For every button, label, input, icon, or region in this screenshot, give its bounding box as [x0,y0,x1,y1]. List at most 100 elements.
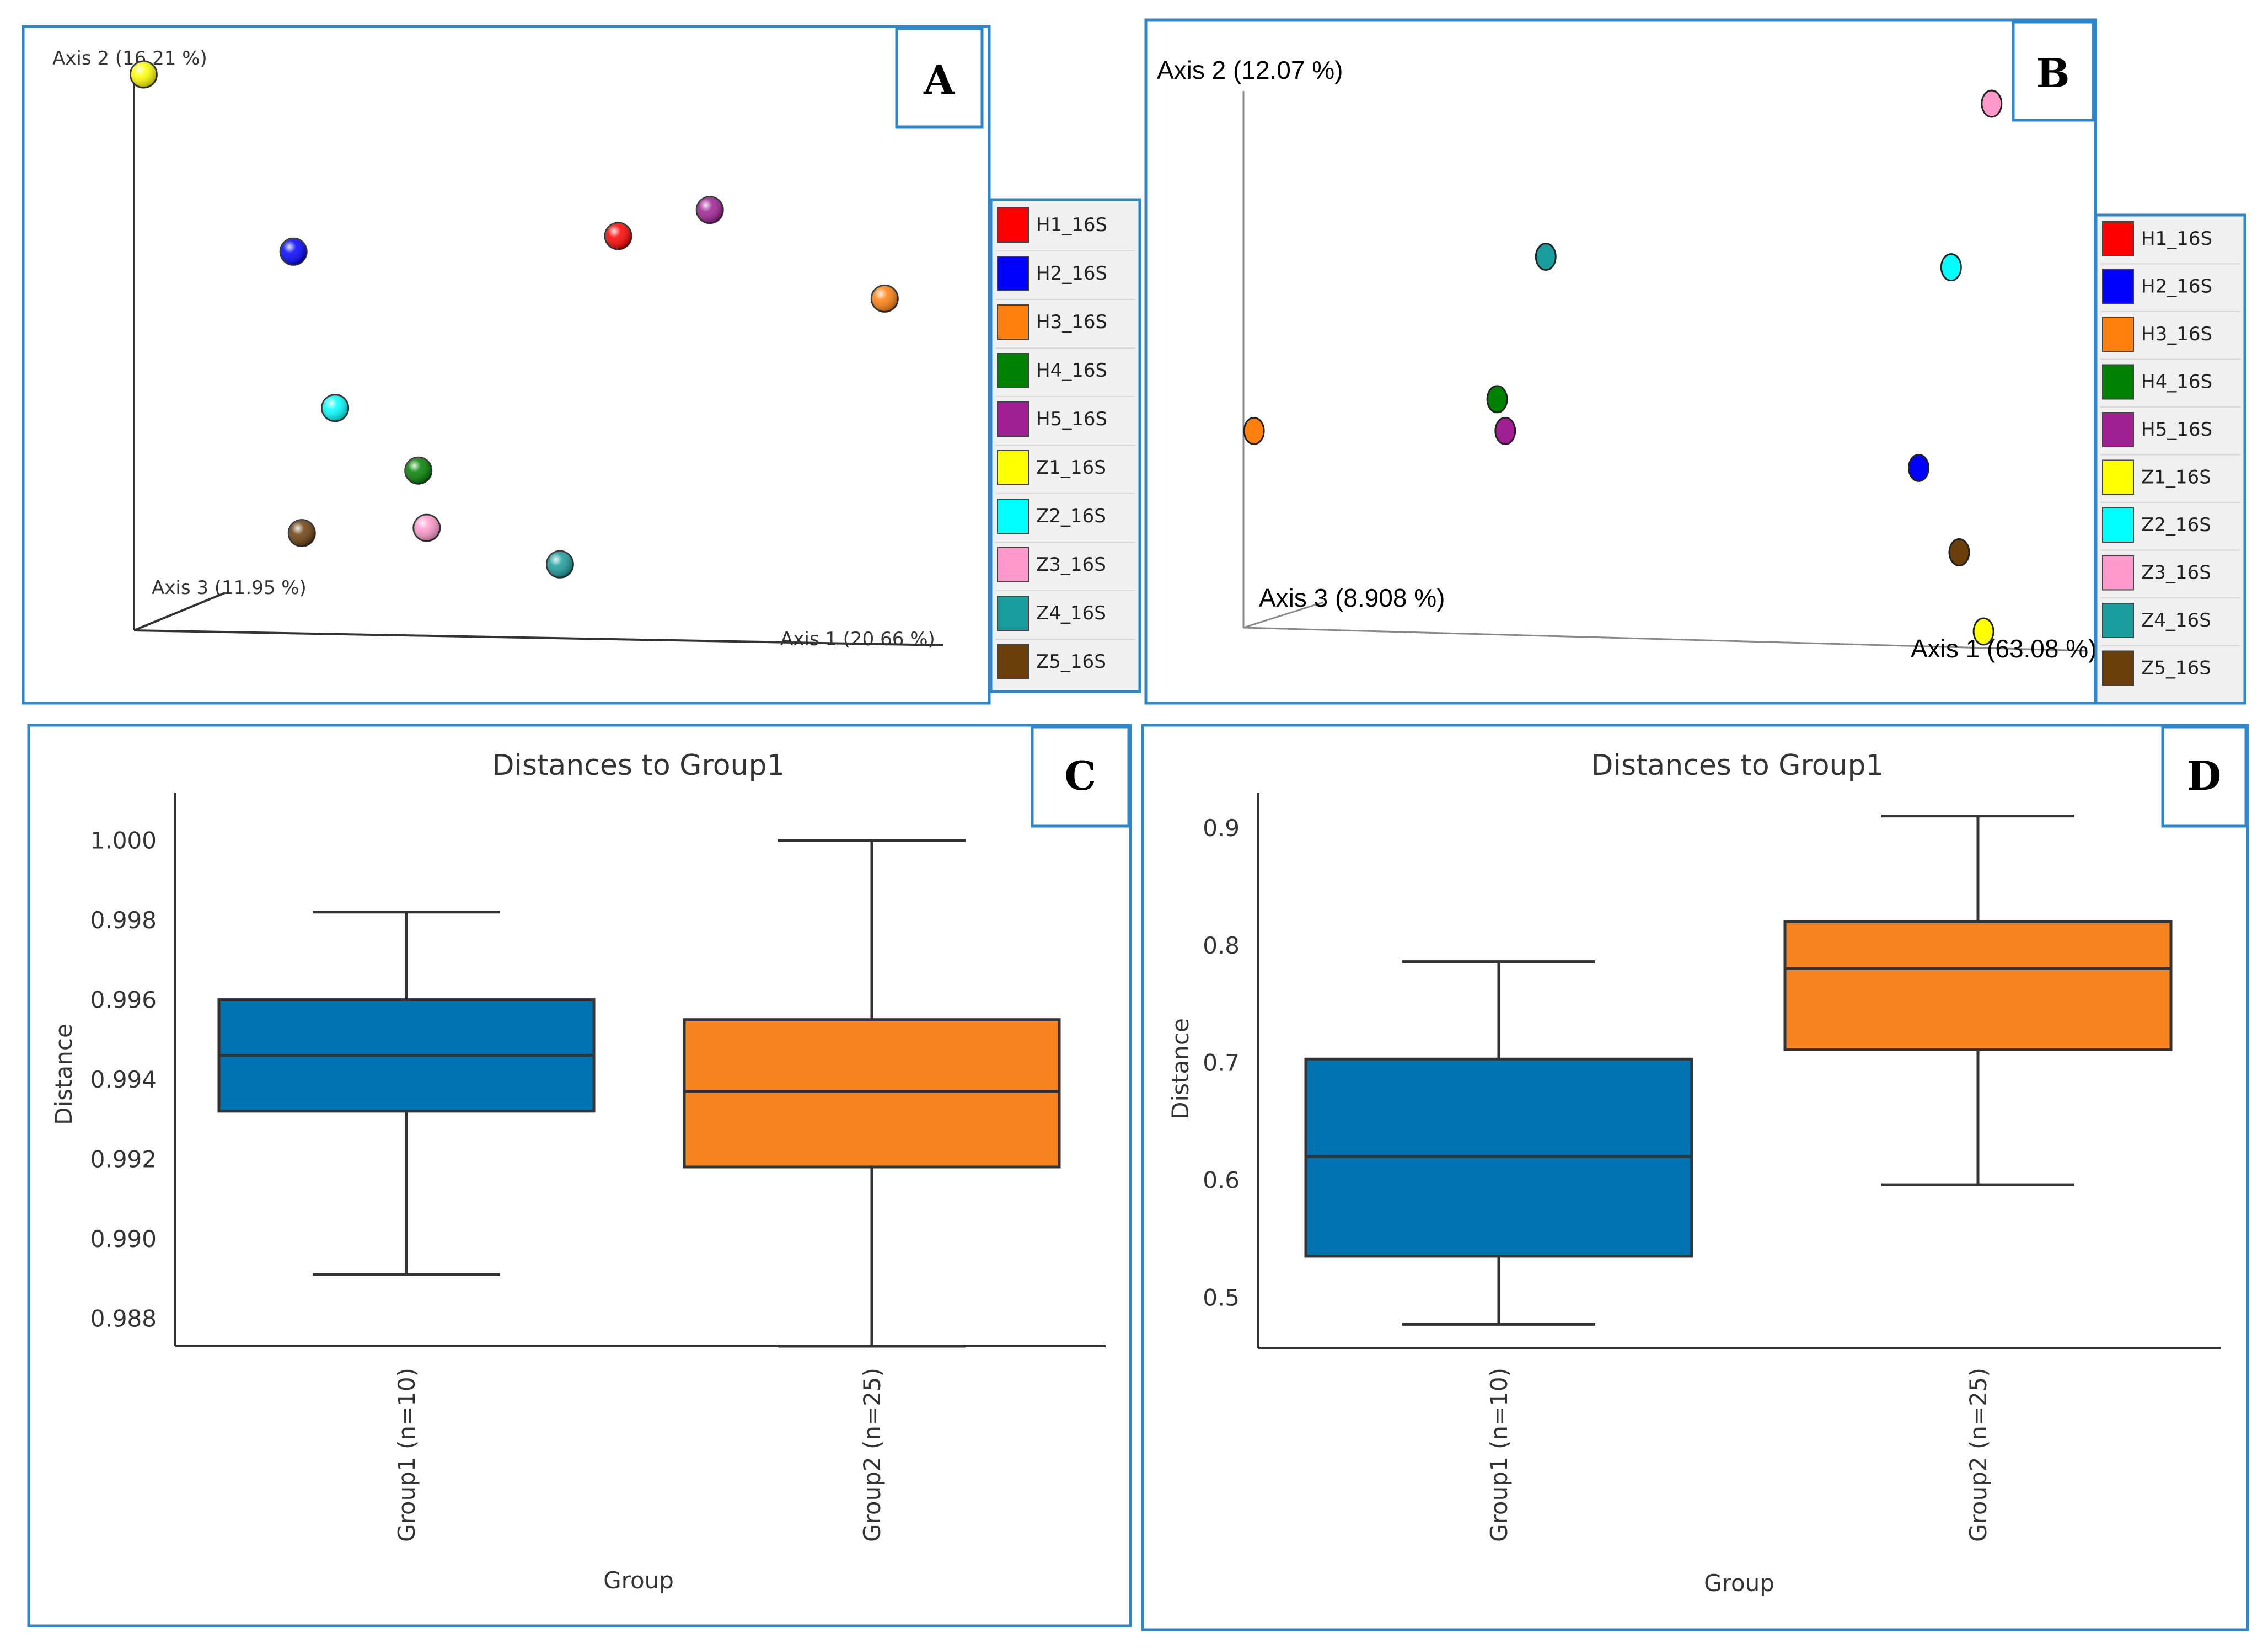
point-h4-16s [404,456,433,485]
legend-swatch [2102,269,2134,304]
panel-d-yticks: 0.9 0.8 0.7 0.6 0.5 [1203,815,1240,1311]
legend-swatch [997,547,1029,582]
legend-label: H4_16S [1036,360,1107,382]
legend-label: Z1_16S [1036,457,1106,479]
point-h3-16s [870,284,899,313]
panel-d-letter: D [2187,752,2221,799]
legend-item: H2_16S [2100,269,2240,312]
point-z3-16s [1981,89,2003,118]
panel-a-axis2-label: Axis 2 (16.21 %) [52,47,207,69]
panel-a-letter-box [895,27,984,129]
panel-a-legend: H1_16S H2_16S H3_16S H4_16S H5_16S Z1_16S Z2_1… [989,198,1141,693]
panel-c-letter-box [1031,725,1130,828]
panel-d: D Distances to Group1 Distance Group 0.9… [1141,724,2249,1631]
point-z2-16s [321,394,350,422]
panel-a: A Axis 2 (16.21 %) Axis 3 (11.95 %) Axis… [22,25,1141,705]
legend-item: Z1_16S [2100,459,2240,503]
panel-c-yticks: 1.000 0.998 0.996 0.994 0.992 0.990 0.988 [90,827,157,1332]
legend-swatch [997,207,1029,243]
iqr-box [1783,920,2173,1051]
panel-b-points [1243,89,2003,646]
legend-item: Z3_16S [995,547,1135,591]
legend-label: Z4_16S [2141,609,2211,631]
legend-swatch [997,353,1029,388]
panel-c-xlabel: Group [603,1567,674,1594]
panel-d-boxes [1304,815,2173,1326]
legend-swatch [2102,221,2134,256]
panel-c: C Distances to Group1 Distance Group 1.0… [27,724,1132,1627]
panel-c-boxes [217,839,1061,1348]
legend-item: Z5_16S [997,644,1106,679]
legend-label: H3_16S [2141,323,2212,345]
legend-item: H5_16S [995,401,1135,446]
panel-b-axis1-label: Axis 1 (63.08 %) [1911,634,2097,663]
legend-item: Z2_16S [995,499,1135,543]
panel-b-axes [1242,91,2088,652]
point-z1-16s [129,60,158,89]
legend-swatch [997,256,1029,291]
y-tick-label: 0.992 [90,1146,157,1173]
y-tick-label: 0.990 [90,1225,157,1252]
panel-c-title: Distances to Group1 [492,749,785,782]
box-1 [217,911,596,1276]
panel-c-ylabel: Distance [50,1024,77,1125]
legend-item: H3_16S [995,304,1135,349]
legend-swatch [997,401,1029,437]
legend-label: Z5_16S [2141,657,2211,679]
legend-label: Z2_16S [2141,514,2211,536]
panel-b-letter-box [2012,20,2095,122]
legend-swatch [997,450,1029,485]
point-h2-16s [1908,453,1929,482]
box-1 [1304,960,1693,1326]
y-tick-label: 0.5 [1203,1284,1240,1311]
point-z4-16s [1535,243,1557,271]
point-z1-16s [1972,617,1994,646]
point-h2-16s [279,237,308,266]
panel-b-axis3-label: Axis 3 (8.908 %) [1259,583,1445,612]
legend-item: H3_16S [2100,317,2240,360]
point-h5-16s [695,196,724,224]
legend-label: H2_16S [2141,276,2212,298]
point-z5-16s [1948,538,1970,566]
legend-swatch [2102,507,2134,543]
legend-label: Z4_16S [1036,602,1106,624]
legend-swatch [2102,603,2134,638]
y-tick-label: 0.9 [1203,815,1240,842]
legend-item: Z1_16S [995,450,1135,494]
panel-d-letter-box [2161,725,2248,828]
y-tick-label: 1.000 [90,827,157,854]
legend-item: H4_16S [995,353,1135,397]
legend-label: H1_16S [1036,214,1107,236]
legend-item: Z4_16S [995,596,1135,640]
legend-item: Z5_16S [2102,650,2211,686]
x-tick-label: Group2 (n=25) [1965,1368,1992,1542]
legend-swatch [2102,364,2134,400]
y-tick-label: 0.8 [1203,932,1240,959]
legend-item: Z4_16S [2100,603,2240,646]
panel-b-letter: B [2036,50,2070,97]
box-2 [1783,815,2173,1186]
y-tick-label: 0.7 [1203,1050,1240,1077]
legend-label: H2_16S [1036,263,1107,285]
point-h4-16s [1486,385,1508,414]
legend-item: H4_16S [2100,364,2240,408]
legend-swatch [2102,555,2134,591]
y-tick-label: 0.988 [90,1305,157,1332]
panel-d-title: Distances to Group1 [1591,749,1884,782]
panel-c-xticks: Group1 (n=10) Group2 (n=25) [393,1368,886,1542]
legend-swatch [997,596,1029,631]
point-h5-16s [1494,416,1516,445]
iqr-box [683,1018,1061,1169]
panel-a-axis1-label: Axis 1 (20.66 %) [780,628,935,650]
y-tick-label: 0.994 [90,1066,157,1093]
panel-b-axis2-label: Axis 2 (12.07 %) [1157,56,1343,84]
legend-swatch [997,499,1029,534]
legend-swatch [2102,459,2134,495]
legend-label: Z5_16S [1036,651,1106,673]
point-z5-16s [287,519,316,548]
x-tick-label: Group2 (n=25) [859,1368,886,1542]
panel-d-ylabel: Distance [1167,1018,1194,1120]
legend-label: Z3_16S [2141,562,2211,584]
legend-label: H5_16S [2141,419,2212,441]
